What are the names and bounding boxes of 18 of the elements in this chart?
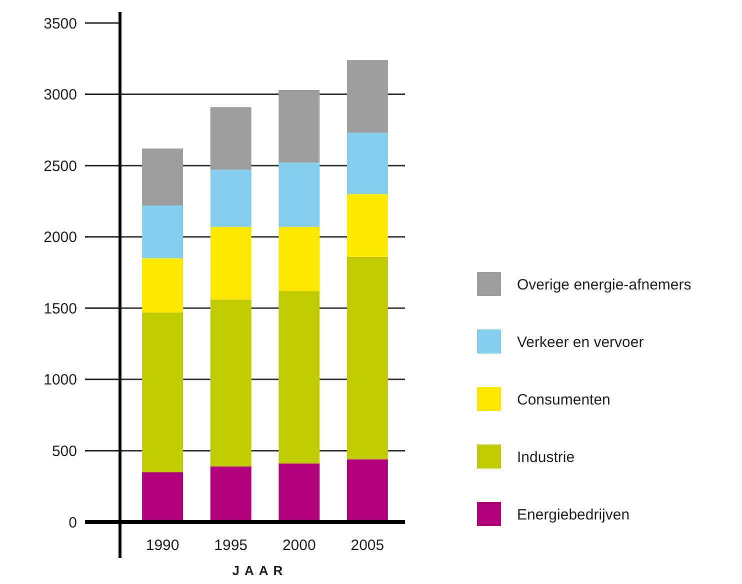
y-tick-label: 3000 xyxy=(44,86,77,104)
y-tick-label: 2500 xyxy=(44,158,77,175)
y-tick-label: 1500 xyxy=(44,300,77,318)
legend-label: Consumenten xyxy=(517,391,610,408)
y-tick-label: 3500 xyxy=(44,15,77,32)
y-tick-label: 500 xyxy=(52,442,77,460)
x-tick-label: 2005 xyxy=(350,537,384,554)
legend-label: Energiebedrijven xyxy=(517,506,630,524)
y-tick-label: 1000 xyxy=(44,372,77,389)
y-tick-label: 2000 xyxy=(44,229,77,246)
x-axis-title: JAAR xyxy=(232,563,288,578)
legend-label: Industrie xyxy=(517,448,575,466)
legend-label: Verkeer en vervoer xyxy=(517,334,644,351)
y-tick-label: 0 xyxy=(68,514,77,532)
x-tick-label: 2000 xyxy=(282,537,316,554)
x-tick-label: 1995 xyxy=(214,537,248,554)
legend-label: Overige energie-afnemers xyxy=(517,276,692,294)
x-tick-label: 1990 xyxy=(146,537,180,554)
